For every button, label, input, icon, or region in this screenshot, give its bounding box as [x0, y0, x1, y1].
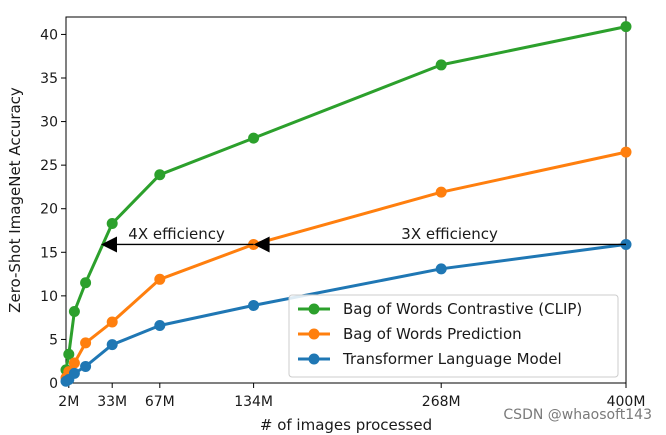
legend-label: Bag of Words Prediction: [343, 325, 522, 343]
watermark: CSDN @whaosoft143: [503, 407, 652, 423]
efficiency-arrow-head: [253, 236, 270, 253]
data-point: [435, 263, 447, 275]
x-axis: 2M 33M 67M 134M 268M 400M: [58, 383, 645, 410]
series-0: [60, 21, 632, 376]
data-point: [435, 186, 447, 198]
x-tick-label: 268M: [422, 394, 461, 410]
x-tick-label: 67M: [145, 394, 175, 410]
data-point: [68, 306, 80, 318]
data-point: [620, 21, 632, 33]
data-point: [80, 277, 92, 289]
data-point: [248, 132, 260, 144]
y-tick-label: 5: [49, 332, 58, 348]
legend-label: Transformer Language Model: [342, 350, 562, 368]
x-tick-label: 400M: [607, 394, 646, 410]
data-point: [154, 319, 166, 331]
y-tick-label: 35: [40, 71, 58, 87]
data-point: [154, 169, 166, 181]
legend-item-2: Transformer Language Model: [298, 350, 562, 368]
legend-swatch-marker: [308, 353, 320, 365]
data-point: [63, 348, 75, 360]
y-tick-label: 0: [49, 376, 58, 392]
data-point: [68, 367, 80, 379]
data-point: [248, 299, 260, 311]
x-tick-label: 33M: [97, 394, 127, 410]
legend-label: Bag of Words Contrastive (CLIP): [343, 300, 582, 318]
legend-box: [288, 294, 619, 378]
x-tick-label: 2M: [58, 394, 79, 410]
data-point: [68, 357, 80, 369]
data-point: [80, 337, 92, 349]
y-tick-label: 20: [40, 202, 58, 218]
efficiency-annotation: 4X efficiency: [128, 225, 225, 243]
legend-item-1: Bag of Words Prediction: [298, 325, 522, 343]
y-tick-label: 30: [40, 115, 58, 131]
legend-swatch-marker: [308, 303, 320, 315]
data-point: [106, 218, 118, 230]
legend-swatch-marker: [308, 328, 320, 340]
data-point: [620, 146, 632, 158]
plot-frame: [65, 16, 627, 384]
y-tick-label: 40: [40, 27, 58, 43]
series-2: [60, 238, 632, 387]
efficiency-arrow-head: [101, 236, 117, 253]
y-tick-label: 10: [40, 289, 58, 305]
x-axis-label: # of images processed: [260, 416, 432, 434]
annotation-layer: 4X efficiency 3X efficiency: [101, 225, 626, 253]
y-axis-label: Zero-Shot ImageNet Accuracy: [6, 87, 24, 313]
legend-item-0: Bag of Words Contrastive (CLIP): [298, 300, 582, 318]
data-point: [80, 360, 92, 372]
y-tick-label: 25: [40, 158, 58, 174]
efficiency-annotation: 3X efficiency: [401, 225, 498, 243]
x-tick-label: 134M: [234, 394, 273, 410]
y-tick-label: 15: [40, 245, 58, 261]
data-point: [106, 316, 118, 328]
data-point: [154, 273, 166, 285]
legend: Bag of Words Contrastive (CLIP) Bag of Wo…: [288, 294, 619, 378]
data-point: [106, 339, 118, 351]
series-layer: [60, 21, 632, 387]
series-1: [60, 146, 632, 384]
data-point: [435, 59, 447, 71]
y-axis: 0 5 10 15 20 25 30 35 40: [40, 27, 66, 392]
